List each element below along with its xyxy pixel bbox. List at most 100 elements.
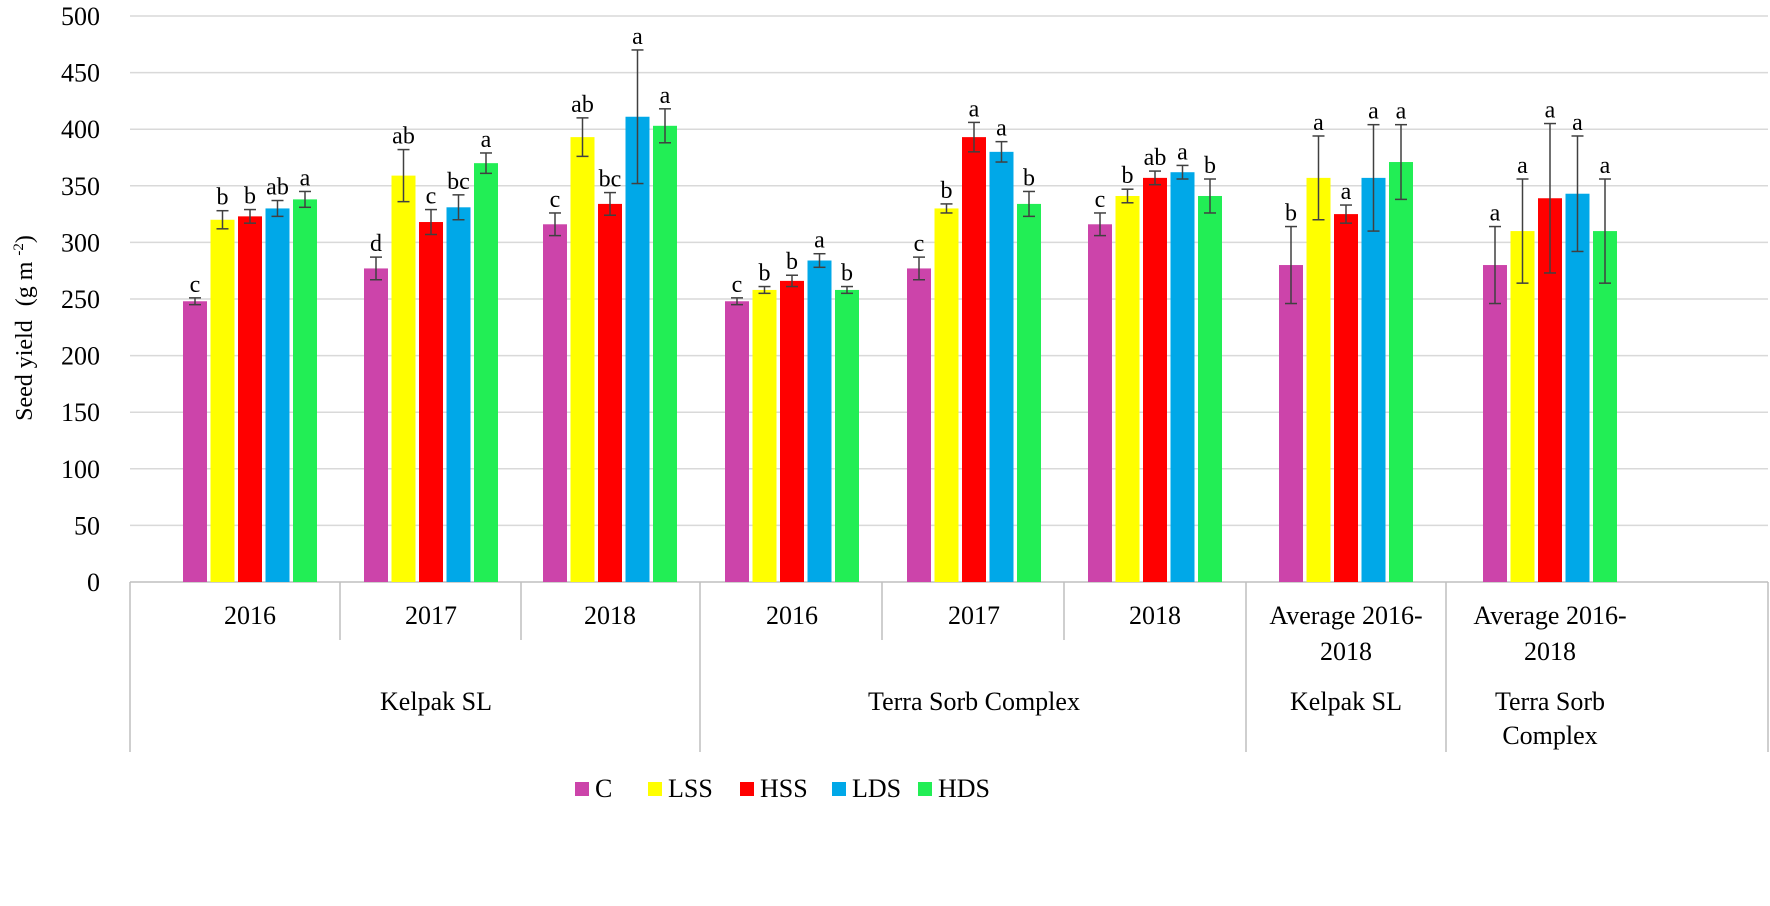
y-tick-label: 350 (61, 172, 100, 201)
bar-lds (989, 151, 1014, 582)
significance-letter: a (481, 127, 492, 153)
x-category-label: Average 2016- (1473, 601, 1626, 630)
x-group-label: Complex (1502, 721, 1597, 750)
legend-swatch-hss (740, 782, 754, 796)
legend-swatch-lds (832, 782, 846, 796)
y-axis-unit-close: ) (12, 235, 38, 243)
significance-letter: c (914, 231, 925, 257)
bar-lds (807, 260, 832, 582)
bar-c (543, 224, 567, 582)
bar-hss (1143, 177, 1167, 582)
bar-c (1483, 265, 1507, 582)
significance-letter: b (841, 261, 853, 287)
y-tick-label: 100 (61, 455, 100, 484)
significance-letter: a (969, 96, 980, 122)
bar-lss (210, 219, 235, 582)
y-tick-label: 300 (61, 228, 100, 257)
bar-hds (293, 199, 317, 582)
bar-lss (1510, 231, 1535, 582)
significance-letter: a (1600, 153, 1611, 179)
x-group-label: Terra Sorb (1495, 687, 1605, 716)
y-axis-title: Seed yield (g m -2) (11, 235, 38, 421)
significance-letter: a (660, 83, 671, 109)
bar-hds (1389, 162, 1413, 582)
bar-lss (1306, 177, 1331, 582)
significance-letter: a (1368, 99, 1379, 125)
x-axis-labels: 2016 2017 2018 2016 2017 2018 Average 2016- 201… (224, 601, 1627, 750)
significance-letter: c (550, 187, 561, 213)
bar-c (1088, 224, 1112, 582)
significance-letter: a (1341, 179, 1352, 205)
y-tick-label: 0 (87, 568, 100, 597)
legend-swatch-lss (648, 782, 662, 796)
significance-letter: b (1122, 163, 1134, 189)
significance-letter: c (732, 272, 743, 298)
bar-hss (598, 203, 622, 583)
x-category-label: 2017 (405, 601, 457, 630)
y-axis-unit-base: (g m (12, 261, 38, 306)
significance-letter: a (1177, 139, 1188, 165)
bar-lss (1115, 195, 1140, 582)
significance-letter: b (786, 249, 798, 275)
x-category-label: 2016 (224, 601, 276, 630)
bar-lss (570, 137, 595, 582)
x-group-label: Terra Sorb Complex (868, 687, 1080, 716)
significance-letter: bc (447, 169, 470, 195)
bar-hds (474, 163, 498, 582)
legend: C LSS HSS LDS HDS (575, 774, 990, 803)
bar-hds (1017, 203, 1041, 583)
significance-letter: a (300, 165, 311, 191)
bar-lds (1565, 193, 1590, 582)
bar-hds (653, 125, 677, 582)
axes: 0 50 100 150 200 250 300 350 400 450 500 (61, 2, 1769, 752)
significance-letter: bc (599, 167, 622, 193)
significance-letter: b (1285, 201, 1297, 227)
significance-letter: a (996, 116, 1007, 142)
bar-hds (1593, 231, 1617, 582)
significance-letter: a (1545, 98, 1556, 124)
significance-letter: d (370, 231, 382, 257)
significance-letter: b (244, 184, 256, 210)
significance-letter: a (1313, 110, 1324, 136)
bar-lds (446, 207, 471, 583)
bar-lds (1361, 177, 1386, 582)
significance-letter: c (426, 184, 437, 210)
bar-hss (419, 222, 443, 583)
significance-letter: a (632, 24, 643, 50)
y-tick-label: 250 (61, 285, 100, 314)
bar-c (364, 268, 388, 582)
significance-letter: a (814, 228, 825, 254)
y-tick-label: 50 (74, 511, 100, 540)
significance-letter: ab (1144, 145, 1167, 171)
x-category-label: 2018 (1320, 637, 1372, 666)
x-category-label: Average 2016- (1269, 601, 1422, 630)
y-axis-unit-exp: -2 (11, 243, 27, 256)
bar-hss (238, 216, 262, 582)
bar-hss (780, 280, 804, 582)
x-category-label: 2016 (766, 601, 818, 630)
legend-label-lss: LSS (668, 774, 713, 803)
x-category-label: 2018 (1524, 637, 1576, 666)
legend-label-lds: LDS (852, 774, 901, 803)
legend-label-hss: HSS (760, 774, 808, 803)
legend-label-c: C (595, 774, 612, 803)
x-group-label: Kelpak SL (1290, 687, 1402, 716)
legend-swatch-hds (918, 782, 932, 796)
bar-lds (265, 208, 290, 582)
significance-letter: a (1490, 201, 1501, 227)
x-group-label: Kelpak SL (380, 687, 492, 716)
legend-swatch-c (575, 782, 589, 796)
bar-c (907, 268, 931, 582)
bar-c (183, 301, 207, 582)
bar-c (1279, 265, 1303, 582)
bar-lss (934, 208, 959, 582)
error-bars (189, 49, 1611, 306)
bar-hds (835, 289, 859, 582)
significance-letter: ab (392, 124, 415, 150)
x-category-label: 2018 (1129, 601, 1181, 630)
bar-hss (962, 137, 986, 582)
significance-letter: a (1572, 110, 1583, 136)
bar-hss (1334, 214, 1358, 582)
significance-letter: a (1396, 99, 1407, 125)
y-axis-title-text: Seed yield (12, 320, 38, 421)
